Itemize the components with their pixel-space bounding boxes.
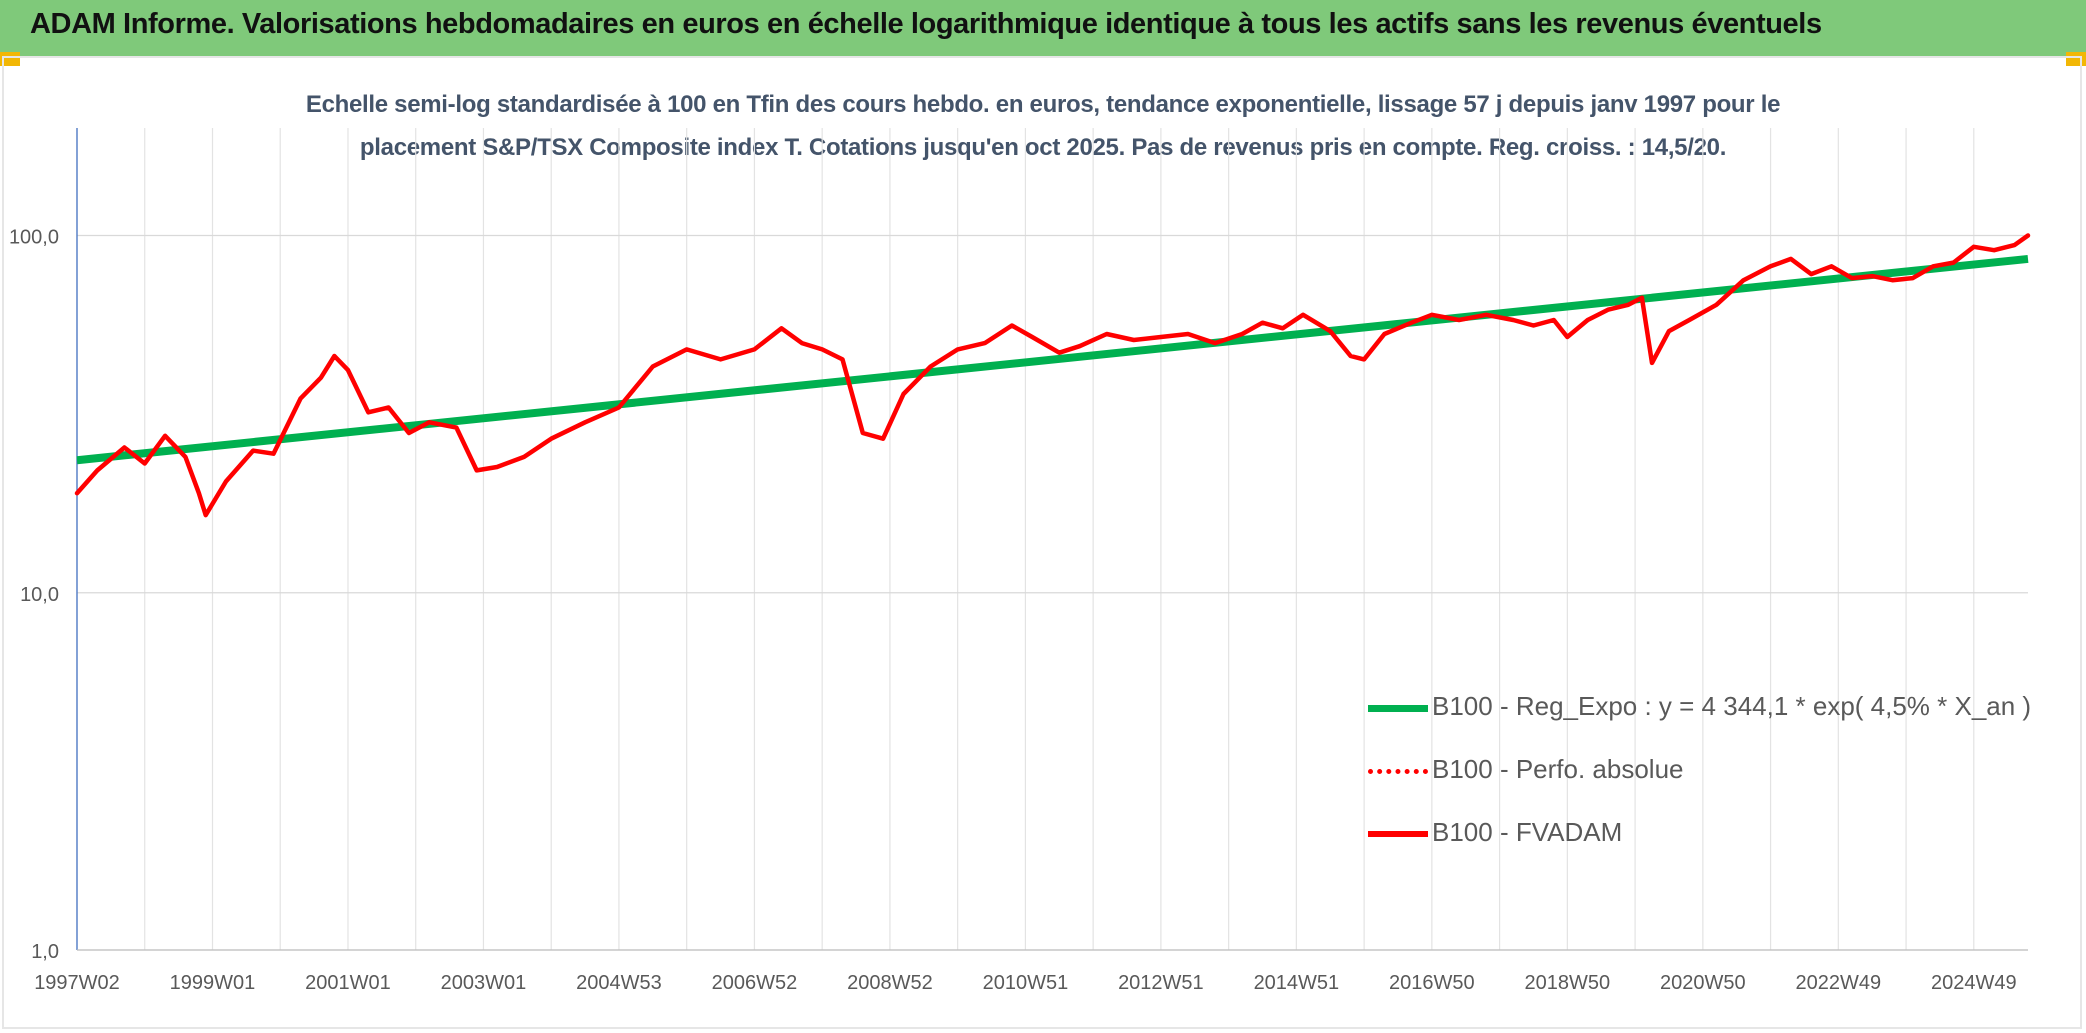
y-tick-label: 100,0	[9, 227, 59, 249]
chart-subtitle-line1: Echelle semi-log standardisée à 100 en T…	[305, 91, 1781, 118]
report-title: ADAM Informe. Valorisations hebdomadaire…	[30, 8, 1822, 40]
x-tick-label: 2020W50	[1660, 972, 1746, 994]
x-tick-label: 2006W52	[712, 972, 798, 994]
y-tick-label: 10,0	[20, 584, 59, 606]
x-tick-label: 2012W51	[1118, 972, 1204, 994]
x-tick-label: 2010W51	[983, 972, 1069, 994]
x-tick-label: 2001W01	[305, 972, 391, 994]
x-tick-label: 1997W02	[34, 972, 120, 994]
legend-swatch-trend	[1368, 704, 1428, 712]
x-tick-label: 2004W53	[576, 972, 662, 994]
series-line-fvadam	[74, 233, 2031, 518]
legend-label-fvadam: B100 - FVADAM	[1432, 817, 1623, 847]
legend-label-perf: B100 - Perfo. absolue	[1432, 754, 1684, 784]
legend-swatch-fvadam	[1368, 831, 1428, 838]
corner-marker-left	[0, 52, 20, 66]
legend-item-fvadam: B100 - FVADAM	[1368, 817, 1622, 848]
x-tick-label: 2024W49	[1931, 972, 2017, 994]
x-tick-label: 1999W01	[170, 972, 256, 994]
y-tick-label: 1,0	[31, 941, 59, 963]
x-tick-label: 2008W52	[847, 972, 933, 994]
legend-label-trend: B100 - Reg_Expo : y = 4 344,1 * exp( 4,5…	[1432, 691, 2032, 721]
legend-swatch-perf	[1368, 768, 1428, 774]
x-tick-label: 2014W51	[1254, 972, 1340, 994]
x-tick-label: 2016W50	[1389, 972, 1475, 994]
x-tick-label: 2018W50	[1525, 972, 1611, 994]
legend-item-perf: B100 - Perfo. absolue	[1368, 754, 1684, 785]
x-tick-label: 2022W49	[1796, 972, 1882, 994]
chart-subtitle-line2: placement S&P/TSX Composite index T. Cot…	[359, 134, 1727, 161]
x-tick-label: 2003W01	[441, 972, 527, 994]
chart-frame	[2, 56, 2082, 1029]
legend-item-trend: B100 - Reg_Expo : y = 4 344,1 * exp( 4,5…	[1368, 691, 2031, 722]
header-bar: ADAM Informe. Valorisations hebdomadaire…	[0, 0, 2086, 56]
